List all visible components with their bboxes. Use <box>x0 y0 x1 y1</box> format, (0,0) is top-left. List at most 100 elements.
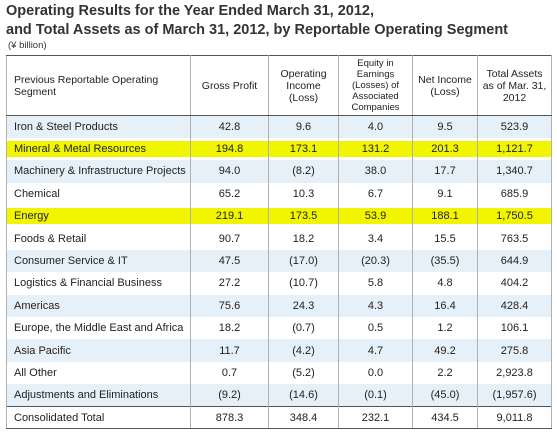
page-title: Operating Results for the Year Ended Mar… <box>6 2 551 40</box>
table-row-highlighted: Energy 219.1 173.5 53.9 188.1 1,750.5 <box>6 205 552 228</box>
header-segment: Previous Reportable Operating Segment <box>6 55 191 116</box>
title-line-2: and Total Assets as of March 31, 2012, b… <box>6 22 509 38</box>
operating-income-cell: (4.2) <box>268 339 339 362</box>
gross-profit-cell: 65.2 <box>190 182 269 206</box>
total-assets-cell: 1,750.5 <box>477 205 552 228</box>
total-total-assets: 9,011.8 <box>477 406 552 430</box>
table-row-highlighted: Mineral & Metal Resources 194.8 173.1 13… <box>6 137 552 161</box>
net-income-cell: 17.7 <box>412 160 478 183</box>
table-row: Consumer Service & IT 47.5 (17.0) (20.3)… <box>6 249 552 273</box>
table-row: Americas 75.6 24.3 4.3 16.4 428.4 <box>6 294 552 318</box>
total-net-income: 434.5 <box>412 406 478 430</box>
table-body: Iron & Steel Products 42.8 9.6 4.0 9.5 5… <box>6 115 552 430</box>
equity-cell: 4.3 <box>338 294 413 318</box>
operating-income-cell: 10.3 <box>268 182 339 206</box>
net-income-cell: 16.4 <box>412 294 478 318</box>
header-operating-income: Operating Income (Loss) <box>268 55 339 116</box>
table-row: Foods & Retail 90.7 18.2 3.4 15.5 763.5 <box>6 227 552 250</box>
total-assets-cell: 404.2 <box>477 272 552 295</box>
segment-name: Logistics & Financial Business <box>6 272 191 295</box>
operating-income-cell: (0.7) <box>268 317 339 340</box>
equity-cell: 0.5 <box>338 317 413 340</box>
table-row: Logistics & Financial Business 27.2 (10.… <box>6 272 552 295</box>
equity-cell: 6.7 <box>338 182 413 206</box>
total-assets-cell: 428.4 <box>477 294 552 318</box>
gross-profit-cell: 219.1 <box>190 205 269 228</box>
operating-income-cell: 173.1 <box>268 137 339 161</box>
operating-income-cell: (17.0) <box>268 249 339 273</box>
segment-results-table: Previous Reportable Operating Segment Gr… <box>6 55 552 430</box>
net-income-cell: 9.1 <box>412 182 478 206</box>
total-assets-cell: (1,957.6) <box>477 384 552 407</box>
operating-income-cell: (14.6) <box>268 384 339 407</box>
total-gross-profit: 878.3 <box>190 406 269 430</box>
title-line-1: Operating Results for the Year Ended Mar… <box>6 3 375 19</box>
total-assets-cell: 523.9 <box>477 115 552 138</box>
segment-name: Consumer Service & IT <box>6 249 191 273</box>
equity-cell: 4.7 <box>338 339 413 362</box>
gross-profit-cell: 27.2 <box>190 272 269 295</box>
header-net-income: Net Income (Loss) <box>412 55 478 116</box>
gross-profit-cell: 75.6 <box>190 294 269 318</box>
gross-profit-cell: 11.7 <box>190 339 269 362</box>
net-income-cell: (45.0) <box>412 384 478 407</box>
table-row: Adjustments and Eliminations (9.2) (14.6… <box>6 384 552 407</box>
header-gross-profit: Gross Profit <box>190 55 269 116</box>
net-income-cell: 201.3 <box>412 137 478 161</box>
operating-income-cell: (10.7) <box>268 272 339 295</box>
segment-name: Americas <box>6 294 191 318</box>
total-assets-cell: 644.9 <box>477 249 552 273</box>
segment-name: Chemical <box>6 182 191 206</box>
table-row: Europe, the Middle East and Africa 18.2 … <box>6 317 552 340</box>
segment-name: Asia Pacific <box>6 339 191 362</box>
equity-cell: 131.2 <box>338 137 413 161</box>
total-assets-cell: 106.1 <box>477 317 552 340</box>
gross-profit-cell: 47.5 <box>190 249 269 273</box>
gross-profit-cell: 194.8 <box>190 137 269 161</box>
gross-profit-cell: 90.7 <box>190 227 269 250</box>
table-row: Asia Pacific 11.7 (4.2) 4.7 49.2 275.8 <box>6 339 552 362</box>
net-income-cell: 49.2 <box>412 339 478 362</box>
table-row: All Other 0.7 (5.2) 0.0 2.2 2,923.8 <box>6 361 552 385</box>
unit-label: (¥ billion) <box>8 40 47 51</box>
total-assets-cell: 275.8 <box>477 339 552 362</box>
net-income-cell: 15.5 <box>412 227 478 250</box>
equity-cell: 5.8 <box>338 272 413 295</box>
gross-profit-cell: (9.2) <box>190 384 269 407</box>
total-assets-cell: 2,923.8 <box>477 361 552 385</box>
table-row: Machinery & Infrastructure Projects 94.0… <box>6 160 552 183</box>
segment-name: Iron & Steel Products <box>6 115 191 138</box>
equity-cell: 38.0 <box>338 160 413 183</box>
net-income-cell: 2.2 <box>412 361 478 385</box>
operating-income-cell: 18.2 <box>268 227 339 250</box>
gross-profit-cell: 18.2 <box>190 317 269 340</box>
total-assets-cell: 1,340.7 <box>477 160 552 183</box>
operating-income-cell: (8.2) <box>268 160 339 183</box>
segment-name: Adjustments and Eliminations <box>6 384 191 407</box>
table-row: Iron & Steel Products 42.8 9.6 4.0 9.5 5… <box>6 115 552 138</box>
total-assets-cell: 685.9 <box>477 182 552 206</box>
net-income-cell: 188.1 <box>412 205 478 228</box>
equity-cell: (20.3) <box>338 249 413 273</box>
net-income-cell: 9.5 <box>412 115 478 138</box>
operating-income-cell: 9.6 <box>268 115 339 138</box>
gross-profit-cell: 0.7 <box>190 361 269 385</box>
net-income-cell: (35.5) <box>412 249 478 273</box>
segment-name: Foods & Retail <box>6 227 191 250</box>
equity-cell: (0.1) <box>338 384 413 407</box>
operating-income-cell: 24.3 <box>268 294 339 318</box>
table-header-row: Previous Reportable Operating Segment Gr… <box>6 55 552 116</box>
total-label: Consolidated Total <box>6 406 191 430</box>
segment-name: Europe, the Middle East and Africa <box>6 317 191 340</box>
total-assets-cell: 1,121.7 <box>477 137 552 161</box>
equity-cell: 0.0 <box>338 361 413 385</box>
equity-cell: 3.4 <box>338 227 413 250</box>
consolidated-total-row: Consolidated Total 878.3 348.4 232.1 434… <box>6 406 552 430</box>
table-row: Chemical 65.2 10.3 6.7 9.1 685.9 <box>6 182 552 206</box>
header-total-assets: Total Assets as of Mar. 31, 2012 <box>477 55 552 116</box>
net-income-cell: 4.8 <box>412 272 478 295</box>
operating-income-cell: 173.5 <box>268 205 339 228</box>
equity-cell: 4.0 <box>338 115 413 138</box>
gross-profit-cell: 94.0 <box>190 160 269 183</box>
header-equity-in-earnings: Equity in Earnings (Losses) of Associate… <box>338 55 413 116</box>
